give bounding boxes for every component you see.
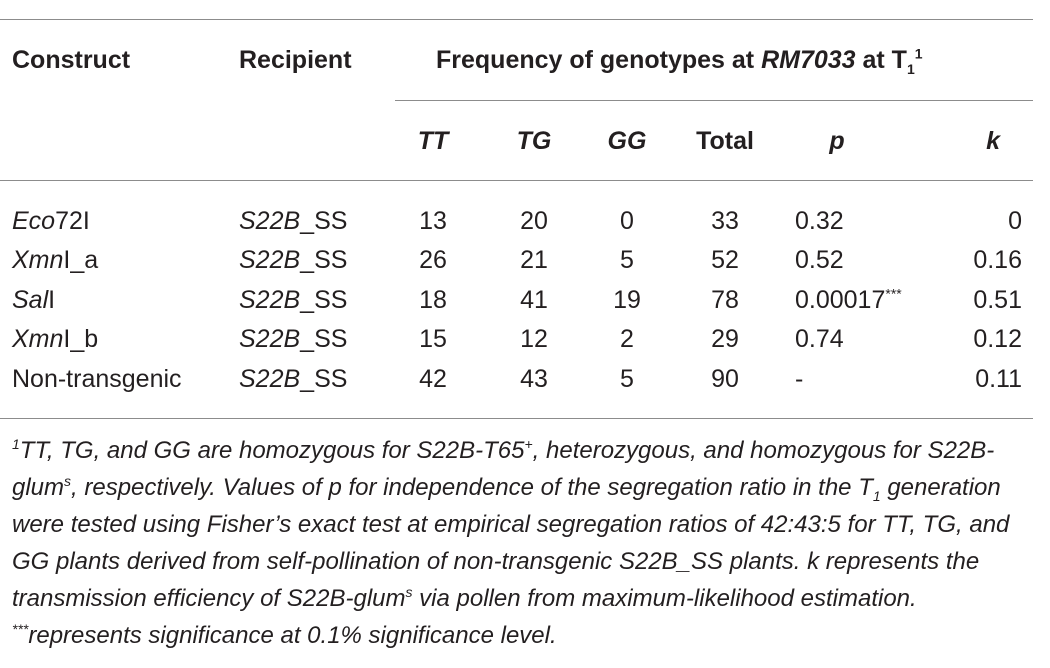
cell-gg: 5 <box>620 246 634 274</box>
cell-total: 52 <box>711 246 739 274</box>
cell-p: 0.74 <box>795 325 844 353</box>
cell-k: 0.51 <box>973 286 1022 314</box>
table-footnote: 1TT, TG, and GG are homozygous for S22B-… <box>12 436 1010 649</box>
cell-total: 78 <box>711 286 739 314</box>
cell-k: 0.16 <box>973 246 1022 274</box>
cell-tg: 12 <box>520 325 548 353</box>
cell-construct: XmnI_b <box>12 325 99 353</box>
header-frequency: Frequency of genotypes at RM7033 at T11 <box>436 45 923 77</box>
cell-k: 0.12 <box>973 325 1022 353</box>
significance-stars: *** <box>885 285 902 302</box>
cell-k: 0.11 <box>975 365 1022 393</box>
cell-total: 29 <box>711 325 739 353</box>
header-bottom-rule <box>0 180 1033 181</box>
cell-total: 90 <box>711 365 739 393</box>
cell-gg: 0 <box>620 207 634 235</box>
cell-recipient: S22B_SS <box>239 286 348 314</box>
cell-gg: 5 <box>620 365 634 393</box>
cell-construct: XmnI_a <box>12 246 99 274</box>
cell-tg: 20 <box>520 207 548 235</box>
cell-tt: 42 <box>419 365 447 393</box>
cell-tt: 13 <box>419 207 447 235</box>
cell-recipient: S22B_SS <box>239 246 348 274</box>
cell-tt: 26 <box>419 246 447 274</box>
cell-p: 0.32 <box>795 207 844 235</box>
header-construct: Construct <box>12 46 131 74</box>
cell-recipient: S22B_SS <box>239 207 348 235</box>
cell-construct: Eco72I <box>12 207 90 235</box>
cell-p: 0.00017*** <box>795 285 902 314</box>
top-rule <box>0 19 1033 20</box>
cell-total: 33 <box>711 207 739 235</box>
header-p: p <box>829 127 845 155</box>
cell-recipient: S22B_SS <box>239 365 348 393</box>
cell-tg: 21 <box>520 246 548 274</box>
frequency-underline-rule <box>395 100 1033 101</box>
header-tg: TG <box>516 127 552 155</box>
cell-construct: Non-transgenic <box>12 365 182 393</box>
header-k: k <box>986 127 1000 155</box>
cell-k: 0 <box>1008 207 1022 235</box>
cell-construct: SalI <box>12 286 56 314</box>
cell-recipient: S22B_SS <box>239 325 348 353</box>
header-tt: TT <box>417 127 449 155</box>
cell-p: 0.52 <box>795 246 844 274</box>
cell-tt: 15 <box>419 325 447 353</box>
cell-p: - <box>795 365 804 393</box>
table-bottom-rule <box>0 418 1033 419</box>
header-gg: GG <box>607 127 647 155</box>
header-total: Total <box>696 127 754 155</box>
cell-tg: 43 <box>520 365 548 393</box>
header-recipient: Recipient <box>239 46 352 74</box>
cell-gg: 19 <box>613 286 641 314</box>
cell-gg: 2 <box>620 325 634 353</box>
cell-tt: 18 <box>419 286 447 314</box>
cell-tg: 41 <box>520 286 548 314</box>
